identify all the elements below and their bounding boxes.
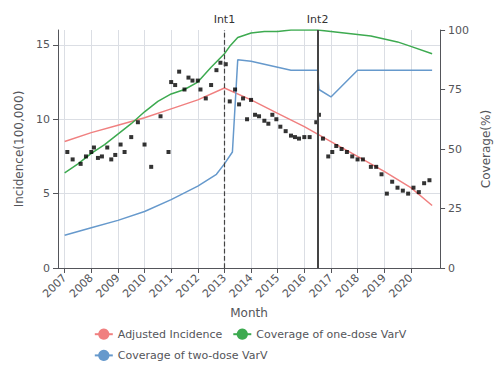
svg-text:Month: Month — [230, 306, 268, 320]
svg-text:2020: 2020 — [386, 271, 415, 300]
svg-text:Incidence(100,000): Incidence(100,000) — [12, 91, 26, 208]
svg-text:50: 50 — [448, 143, 462, 156]
svg-text:Int2: Int2 — [307, 13, 329, 26]
svg-text:Coverage of two-dose VarV: Coverage of two-dose VarV — [118, 349, 268, 362]
svg-text:2016: 2016 — [280, 271, 309, 300]
svg-text:5: 5 — [43, 187, 50, 200]
svg-text:75: 75 — [448, 83, 462, 96]
svg-text:0: 0 — [448, 262, 455, 275]
svg-text:2017: 2017 — [307, 271, 336, 300]
svg-text:Adjusted Incidence: Adjusted Incidence — [118, 328, 223, 341]
svg-text:15: 15 — [36, 38, 50, 51]
svg-text:Int1: Int1 — [214, 13, 236, 26]
svg-text:10: 10 — [36, 113, 50, 126]
svg-text:Coverage(%): Coverage(%) — [479, 110, 493, 188]
svg-text:2011: 2011 — [147, 271, 176, 300]
svg-text:2009: 2009 — [94, 271, 123, 300]
svg-text:25: 25 — [448, 202, 462, 215]
svg-text:2014: 2014 — [227, 271, 256, 300]
svg-text:2019: 2019 — [360, 271, 389, 300]
svg-text:100: 100 — [448, 24, 469, 37]
svg-text:2015: 2015 — [253, 271, 282, 300]
svg-text:Coverage of one-dose VarV: Coverage of one-dose VarV — [256, 328, 406, 341]
svg-text:2012: 2012 — [173, 271, 202, 300]
svg-text:2013: 2013 — [200, 271, 229, 300]
svg-text:2008: 2008 — [67, 271, 96, 300]
svg-text:2010: 2010 — [120, 271, 149, 300]
svg-text:0: 0 — [43, 262, 50, 275]
svg-text:2018: 2018 — [333, 271, 362, 300]
svg-text:2007: 2007 — [40, 271, 69, 300]
